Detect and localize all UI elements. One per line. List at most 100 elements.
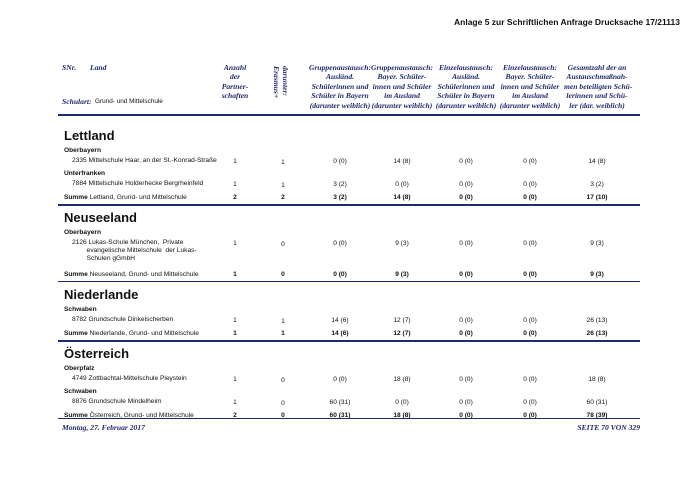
header-col-2: Gruppenaustausch: Ausländ. Schülerinnen … [308,63,372,110]
header-col-3: Gruppenaustausch: Bayer. Schüler- innen … [370,63,434,110]
header-divider [58,114,640,116]
value-cell: 0 (0) [523,398,537,406]
value-cell: 3 (2) [590,180,604,188]
region-label: Schwaben [64,305,97,313]
sum-row: Summe Österreich, Grund- und Mittelschul… [64,412,194,419]
sum-text: Lettland, Grund- und Mittelschule [89,194,187,201]
sum-row: Summe Niederlande, Grund- und Mittelschu… [64,330,199,337]
value-cell: 0 (0) [523,240,537,247]
sum-value-cell: 2 [281,194,285,201]
country-heading: Niederlande [64,286,139,302]
sum-label: Summe [64,412,88,419]
footer-divider [58,418,640,419]
value-cell: 26 (13) [586,316,608,324]
sum-row: Summe Neuseeland, Grund- und Mittelschul… [64,271,199,278]
value-cell: 0 (0) [459,158,473,165]
sum-value-cell: 1 [233,270,237,278]
sum-value-cell: 9 (3) [590,270,604,278]
school-name: 8876 Grundschule Mindelheim [72,397,162,405]
sum-value-cell: 0 (0) [333,270,347,278]
value-cell: 18 (8) [588,376,606,383]
sum-text: Neuseeland, Grund- und Mittelschule [89,270,199,278]
sum-value-cell: 2 [233,412,237,419]
country-heading: Lettland [64,128,115,143]
school-name: 4749 Zottbachtal-Mittelschule Pleystein [72,375,187,382]
value-cell: 0 (0) [523,316,537,324]
header-col-erasmus: darunter: Erasmus+ [271,66,290,99]
sum-text: Niederlande, Grund- und Mittelschule [89,330,199,337]
sum-value-cell: 0 (0) [459,194,473,201]
sum-value-cell: 0 (0) [523,330,537,337]
sum-label: Summe [64,270,88,278]
value-cell: 0 (0) [459,240,473,247]
value-cell: 1 [233,376,237,383]
value-cell: 1 [233,180,237,188]
header-schulart-label: Schulart: [62,97,92,106]
value-cell: 0 (0) [523,180,537,188]
value-cell: 0 (0) [523,158,537,165]
value-cell: 0 (0) [395,398,409,406]
value-cell: 9 (3) [590,240,604,247]
sum-value-cell: 12 (7) [393,330,411,337]
section-divider [58,204,640,206]
header-col-6: Gesamtzahl der an Austauschmaßnah- men b… [564,63,633,110]
header-col-0: Anzahl der Partner- schaften [221,63,249,101]
value-cell: 0 (0) [333,240,347,247]
sum-value-cell: 9 (3) [395,270,409,278]
value-cell: 1 [233,158,237,165]
value-cell: 0 (0) [523,376,537,383]
sum-label: Summe [64,330,88,337]
sum-row: Summe Lettland, Grund- und Mittelschule [64,194,187,201]
value-cell: 3 (2) [333,180,347,188]
value-cell: 0 [281,241,285,248]
value-cell: 60 (31) [329,398,351,406]
value-cell: 1 [281,181,285,189]
region-label: Schwaben [64,387,97,395]
value-cell: 1 [281,317,285,325]
sum-value-cell: 0 [281,270,285,278]
sum-label: Summe [64,194,88,201]
value-cell: 12 (7) [393,316,411,324]
sum-value-cell: 0 (0) [523,270,537,278]
value-cell: 60 (31) [586,398,608,406]
value-cell: 0 (0) [459,376,473,383]
value-cell: 0 (0) [333,158,347,165]
value-cell: 0 (0) [395,180,409,188]
value-cell: 0 [281,377,285,384]
sum-value-cell: 14 (6) [331,330,349,337]
section-divider [58,280,640,282]
value-cell: 0 (0) [459,316,473,324]
region-label: Oberpfalz [64,365,95,372]
sum-value-cell: 60 (31) [329,412,351,419]
region-label: Oberbayern [64,147,102,154]
sum-value-cell: 3 (2) [333,194,347,201]
sum-value-cell: 2 [233,194,237,201]
header-col-5: Einzelaustausch: Bayer. Schüler- innen u… [499,63,561,110]
value-cell: 0 (0) [333,376,347,383]
header-col-4: Einzelaustausch: Ausländ. Schülerinnen u… [435,63,497,110]
region-label: Unterfranken [64,169,106,177]
value-cell: 0 (0) [459,180,473,188]
value-cell: 14 (6) [331,316,349,324]
sum-value-cell: 14 (8) [393,194,411,201]
footer-date: Montag, 27. Februar 2017 [62,423,145,432]
value-cell: 1 [233,240,237,247]
sum-value-cell: 1 [233,330,237,337]
sum-value-cell: 26 (13) [586,330,608,337]
sum-text: Österreich, Grund- und Mittelschule [89,412,194,419]
sum-value-cell: 0 (0) [523,194,537,201]
header-land: Land [90,63,107,72]
school-name: 2126 Lukas-Schule München, Private evang… [72,239,197,263]
section-divider [58,340,640,342]
country-heading: Österreich [64,346,130,361]
value-cell: 14 (8) [393,158,411,165]
value-cell: 1 [281,159,285,166]
sum-value-cell: 0 (0) [459,270,473,278]
sum-value-cell: 0 (0) [523,412,537,419]
sum-value-cell: 0 (0) [459,412,473,419]
value-cell: 9 (3) [395,240,409,247]
header-schulart-value: Grund- und Mittelschule [95,98,163,105]
value-cell: 0 [281,399,285,407]
footer-page-number: SEITE 70 VON 329 [577,423,640,432]
